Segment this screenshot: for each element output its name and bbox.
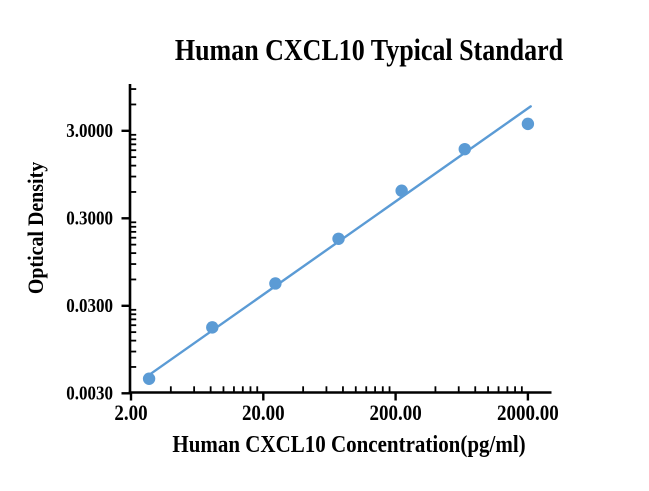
x-tick-label: 2000.00 (497, 401, 559, 426)
y-tick-label: 0.0300 (66, 295, 113, 318)
y-axis: 3.0000 0.3000 0.0300 0.0030 (66, 84, 137, 405)
y-axis-title: Optical Density (23, 161, 48, 294)
chart-title: Human CXCL10 Typical Standard (175, 34, 563, 67)
y-tick-label: 0.3000 (66, 207, 113, 230)
data-point (332, 232, 345, 245)
data-point (206, 321, 219, 334)
data-point (142, 372, 156, 385)
data-point (458, 142, 471, 156)
data-points-group (142, 117, 535, 385)
y-tick-label: 0.0030 (66, 382, 113, 405)
y-tick-label: 3.0000 (66, 120, 113, 143)
data-point (395, 184, 408, 197)
x-tick-label: 2.00 (114, 401, 147, 426)
data-point (269, 277, 282, 290)
x-axis-title: Human CXCL10 Concentration(pg/ml) (172, 430, 525, 457)
x-tick-label: 200.00 (369, 401, 421, 426)
x-tick-label: 20.00 (242, 401, 285, 426)
x-axis: 2.00 20.00 200.00 2000.00 (114, 386, 559, 426)
data-point (521, 117, 535, 131)
